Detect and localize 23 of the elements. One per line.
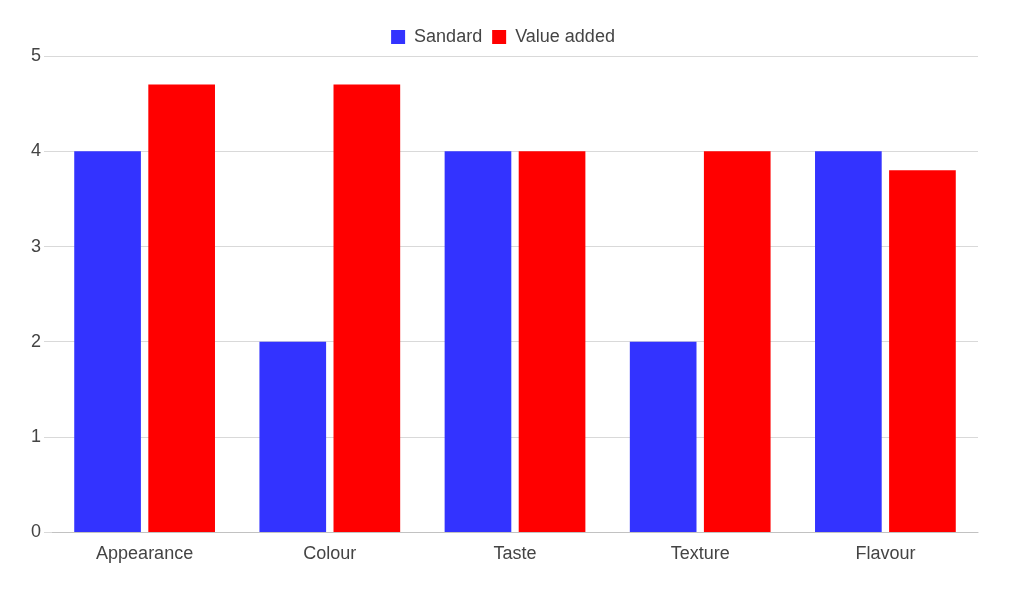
bar — [889, 170, 956, 532]
bar — [444, 151, 512, 532]
legend-label: Sandard — [414, 25, 483, 46]
bar — [148, 84, 215, 532]
y-tick-label: 4 — [31, 140, 42, 161]
x-tick-label: Appearance — [96, 543, 194, 564]
x-tick-label: Colour — [303, 543, 357, 564]
bar — [629, 341, 697, 532]
bar — [333, 84, 401, 532]
bar — [815, 151, 882, 532]
legend-label: Value added — [515, 25, 615, 46]
bar — [259, 341, 327, 532]
y-tick-label: 0 — [31, 521, 42, 542]
y-tick-label: 5 — [31, 44, 42, 65]
x-tick-label: Texture — [670, 543, 730, 564]
y-tick-label: 2 — [31, 330, 42, 351]
bar — [74, 151, 141, 532]
x-tick-label: Taste — [493, 543, 537, 564]
bar — [703, 151, 771, 532]
x-tick-label: Flavour — [855, 543, 916, 564]
bar — [518, 151, 586, 532]
y-tick-label: 1 — [31, 426, 42, 447]
y-tick-label: 3 — [31, 235, 42, 256]
